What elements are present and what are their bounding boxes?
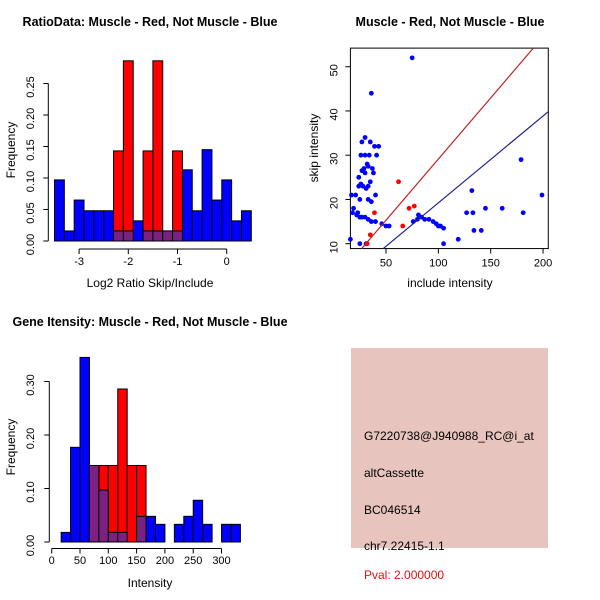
gene-intensity-histogram-x-axis: 0 50 100 150 200 250 300 — [49, 548, 231, 567]
muscle-bars — [113, 60, 183, 242]
svg-text:-1: -1 — [173, 256, 183, 268]
ratio-histogram-plot: -3 -2 -1 0 0.00 0.05 0.10 0.15 0.20 0.25 — [25, 60, 252, 268]
splice-type-text: altCassette — [364, 466, 425, 480]
gene-intensity-histogram-y-axis: 0.00 0.10 0.20 0.30 — [25, 374, 50, 556]
panel-gene-info: G7220738@J940988_RC@i_at altCassette BC0… — [300, 300, 600, 600]
svg-text:50: 50 — [74, 555, 86, 567]
svg-text:150: 150 — [482, 258, 500, 270]
svg-text:0.20: 0.20 — [25, 428, 37, 449]
muscle-fit-line — [361, 47, 534, 249]
gene-histogram-x-axis-label: Intensity — [127, 576, 173, 590]
not-muscle-fit-line — [382, 111, 549, 250]
svg-text:200: 200 — [534, 258, 552, 270]
svg-text:20: 20 — [328, 197, 340, 209]
svg-text:0.30: 0.30 — [25, 374, 37, 395]
gene-intensity-histogram-bars — [60, 356, 241, 543]
svg-text:100: 100 — [429, 258, 447, 270]
scatter-axes: 50 100 150 200 10 20 30 40 50 — [328, 47, 552, 270]
panel-gene-intensity-histogram: 0 50 100 150 200 250 300 0.00 0.10 0.20 0.30 Gene … — [0, 300, 300, 600]
gene-histogram-y-axis-label: Frequency — [4, 418, 18, 476]
svg-text:10: 10 — [328, 241, 340, 253]
svg-text:0.00: 0.00 — [25, 234, 37, 255]
not-muscle-bars — [60, 356, 241, 543]
svg-text:0.10: 0.10 — [25, 481, 37, 502]
svg-text:0: 0 — [224, 256, 230, 268]
panel-intensity-scatter: 50 100 150 200 10 20 30 40 50 Muscle - Red, Not … — [300, 0, 600, 300]
probe-id-text: G7220738@J940988_RC@i_at — [364, 429, 534, 443]
svg-text:30: 30 — [328, 153, 340, 165]
svg-text:0.15: 0.15 — [25, 139, 37, 160]
svg-text:0.25: 0.25 — [25, 76, 37, 97]
svg-text:50: 50 — [380, 258, 392, 270]
muscle-points — [364, 179, 417, 247]
ratio-histogram-x-axis: -3 -2 -1 0 — [74, 248, 230, 268]
svg-text:0.10: 0.10 — [25, 171, 37, 192]
locus-text: chr7.22415-1.1 — [364, 539, 445, 553]
accession-text: BC046514 — [364, 503, 421, 517]
ratio-histogram-bars — [54, 60, 252, 242]
svg-text:40: 40 — [328, 108, 340, 120]
svg-text:50: 50 — [328, 64, 340, 76]
svg-text:150: 150 — [127, 555, 145, 567]
pval-text: Pval: 2.000000 — [364, 568, 445, 582]
panel-ratio-histogram: -3 -2 -1 0 0.00 0.05 0.10 0.15 0.20 0.25 RatioDat… — [0, 0, 300, 300]
ratio-histogram-y-axis-label: Frequency — [4, 121, 18, 179]
gene-histogram-title: Gene Itensity: Muscle - Red, Not Muscle … — [12, 315, 288, 329]
overlap-bars — [88, 464, 147, 543]
scatter-reference-lines — [361, 47, 549, 250]
svg-text:0.20: 0.20 — [25, 108, 37, 129]
ratio-histogram-x-axis-label: Log2 Ratio Skip/Include — [86, 276, 214, 290]
svg-text:0: 0 — [49, 555, 55, 567]
svg-text:300: 300 — [212, 555, 230, 567]
svg-text:200: 200 — [156, 555, 174, 567]
svg-text:0.00: 0.00 — [25, 535, 37, 556]
svg-text:100: 100 — [99, 555, 117, 567]
gene-info-box: G7220738@J940988_RC@i_at altCassette BC0… — [351, 348, 548, 582]
overlap-bars — [113, 230, 183, 242]
gene-intensity-histogram-plot: 0 50 100 150 200 250 300 0.00 0.10 0.20 0.30 — [25, 356, 241, 567]
svg-text:-3: -3 — [74, 256, 84, 268]
ratio-histogram-y-axis: 0.00 0.05 0.10 0.15 0.20 0.25 — [25, 76, 49, 255]
svg-text:0.05: 0.05 — [25, 202, 37, 223]
intensity-scatter-plot: 50 100 150 200 10 20 30 40 50 — [328, 47, 552, 270]
scatter-title: Muscle - Red, Not Muscle - Blue — [355, 15, 545, 29]
scatter-x-axis-label: include intensity — [407, 276, 493, 290]
svg-text:250: 250 — [184, 555, 202, 567]
scatter-y-axis-label: skip intensity — [307, 113, 321, 183]
ratio-histogram-title: RatioData: Muscle - Red, Not Muscle - Bl… — [22, 15, 278, 29]
svg-text:-2: -2 — [123, 256, 133, 268]
not-muscle-points — [348, 55, 545, 247]
